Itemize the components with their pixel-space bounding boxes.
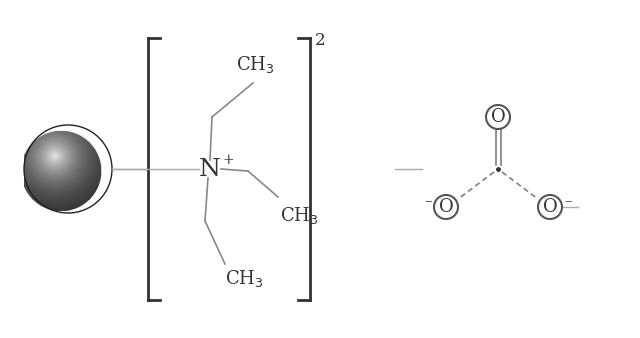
Text: CH$_3$: CH$_3$: [236, 54, 275, 75]
Text: –: –: [424, 194, 432, 208]
Text: +: +: [222, 153, 234, 167]
Text: O: O: [438, 198, 453, 216]
Text: 2: 2: [315, 32, 326, 49]
Text: CH$_3$: CH$_3$: [225, 268, 264, 289]
Text: O: O: [543, 198, 557, 216]
Text: CH$_3$: CH$_3$: [280, 205, 319, 226]
Text: –: –: [564, 194, 572, 208]
Text: N: N: [199, 158, 221, 180]
Text: O: O: [491, 108, 506, 126]
